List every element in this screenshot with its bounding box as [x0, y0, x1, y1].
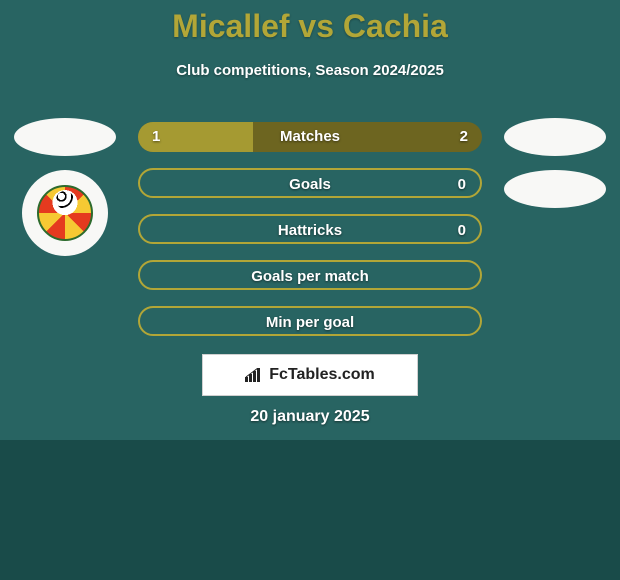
- bar-label: Matches: [138, 122, 482, 152]
- bar-value-right: 0: [458, 170, 466, 198]
- bar-label: Min per goal: [140, 308, 480, 338]
- date-text: 20 january 2025: [0, 408, 620, 426]
- stat-bar-row: Hattricks0: [138, 214, 482, 244]
- page-title: Micallef vs Cachia: [0, 8, 620, 45]
- player-left-ellipse: [14, 118, 116, 156]
- bar-label: Hattricks: [140, 216, 480, 244]
- stat-bar-row: Min per goal: [138, 306, 482, 336]
- right-team-logos: [500, 118, 610, 222]
- stat-bar-row: Goals per match: [138, 260, 482, 290]
- player-right-ellipse: [504, 118, 606, 156]
- site-brand-text: FcTables.com: [269, 366, 375, 384]
- stat-bar-row: Goals0: [138, 168, 482, 198]
- left-team-logos: [10, 118, 120, 256]
- club-left-badge-icon: [37, 185, 93, 241]
- bar-label: Goals: [140, 170, 480, 198]
- club-left-circle: [22, 170, 108, 256]
- bar-value-right: 0: [458, 216, 466, 244]
- bar-value-left: 1: [152, 122, 160, 152]
- club-right-ellipse: [504, 170, 606, 208]
- site-brand-box: FcTables.com: [202, 354, 418, 396]
- bar-label: Goals per match: [140, 262, 480, 292]
- bar-value-right: 2: [460, 122, 468, 152]
- page-subtitle: Club competitions, Season 2024/2025: [0, 62, 620, 79]
- stat-bar-row: Matches1 2: [138, 122, 482, 152]
- stat-bars-container: Matches12Goals0Hattricks0Goals per match…: [138, 122, 482, 352]
- bar-chart-icon: [245, 368, 263, 382]
- background-bottom: [0, 440, 620, 580]
